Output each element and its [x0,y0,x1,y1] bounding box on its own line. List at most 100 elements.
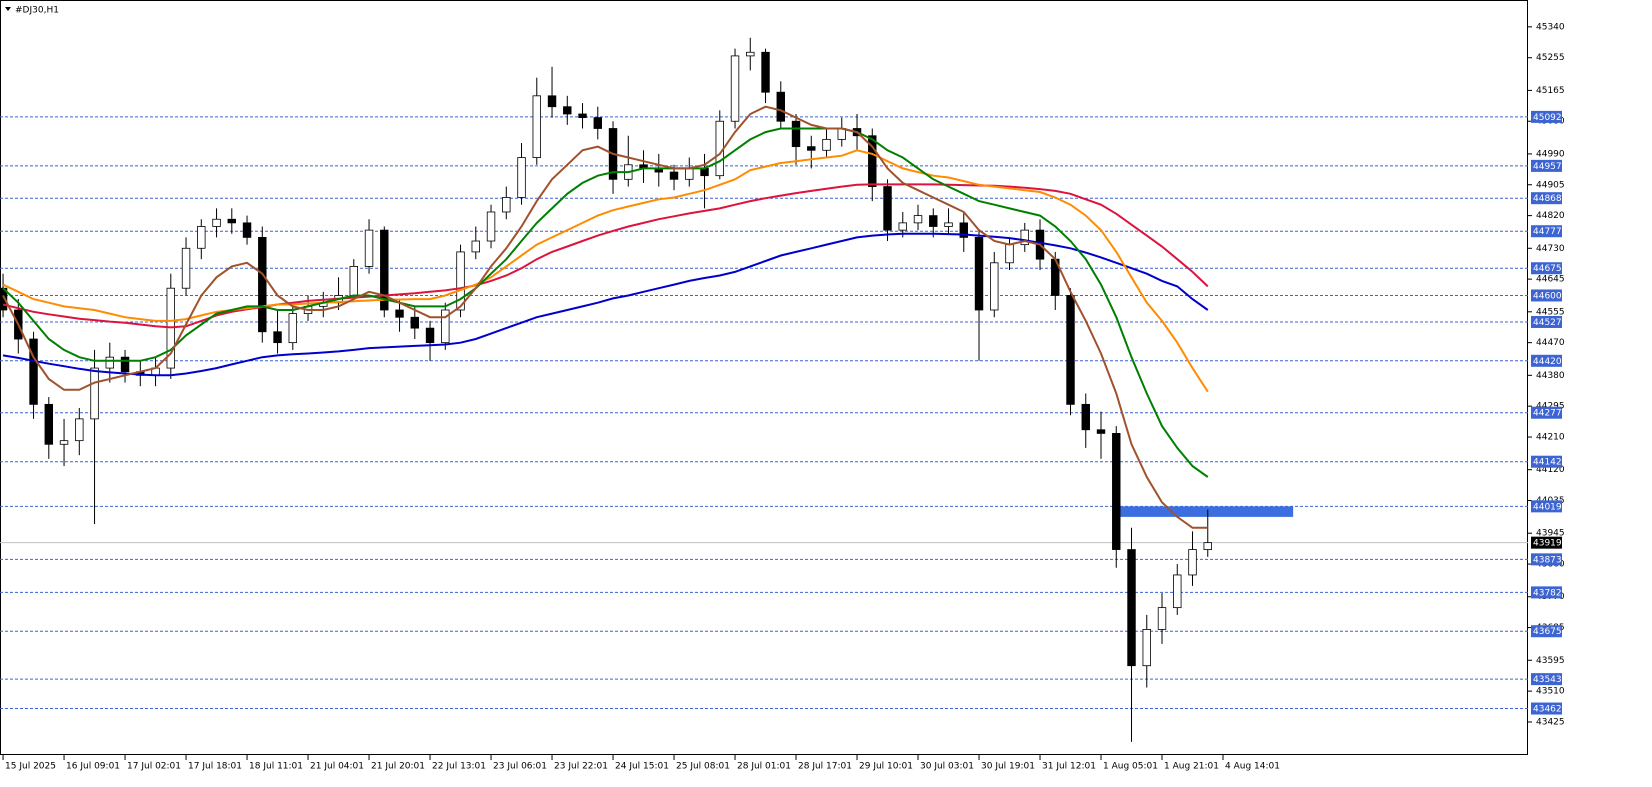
x-tick-label: 1 Aug 05:01 [1103,762,1158,772]
level-label: 44957 [1533,162,1562,172]
candle-body [959,222,968,238]
level-label: 43543 [1533,675,1562,685]
x-tick-label: 23 Jul 22:01 [554,762,608,772]
x-tick-label: 23 Jul 06:01 [493,762,547,772]
candle-body [868,135,877,187]
candle-body [242,222,252,238]
level-label: 45092 [1533,113,1562,123]
plot-frame [0,0,1528,755]
candle-body [395,309,404,318]
candle-body [1127,549,1136,667]
level-label-box [1531,586,1562,599]
y-tick-label: 44295 [1536,402,1565,412]
x-tick-label: 25 Jul 08:01 [676,762,730,772]
candle-body [883,186,892,231]
moving-average [2,149,1209,393]
candle-body [1112,432,1121,550]
candle-body [517,157,526,198]
candle-body [1188,549,1197,576]
candle-body [944,222,953,227]
y-tick-label: 44730 [1536,244,1565,254]
candle-body [197,226,206,249]
candle-body [120,356,130,373]
x-tick-label: 24 Jul 15:01 [615,762,669,772]
y-tick-label: 44990 [1536,149,1565,159]
candle-body [364,229,374,267]
y-tick-label: 44210 [1536,433,1565,443]
x-tick-label: 18 Jul 11:01 [249,762,303,772]
candle-body [974,236,984,311]
candle-body [181,247,191,289]
candle-body [456,251,465,311]
level-label-box [1531,500,1562,513]
y-tick-label: 45255 [1536,53,1565,63]
candle-body [1173,574,1182,609]
candle-body [502,197,511,213]
x-tick-label: 17 Jul 18:01 [188,762,242,772]
candle-body [425,327,435,344]
candle-body [258,236,267,333]
y-tick-label: 43510 [1536,687,1565,697]
x-tick-label: 30 Jul 03:01 [920,762,974,772]
level-label-box [1531,159,1562,172]
candle-body [288,313,298,344]
level-label-box [1531,406,1562,419]
candle-body [822,138,831,151]
level-label-box [1531,354,1562,367]
candle-body [593,117,602,129]
y-tick-label: 43425 [1536,717,1565,727]
x-tick-label: 4 Aug 14:01 [1225,762,1280,772]
candle-body [44,403,54,445]
candle-body [547,95,557,108]
y-tick-label: 44120 [1536,465,1565,475]
candle-body [563,106,572,115]
level-label-box [1531,192,1562,205]
candle-body [1142,629,1151,667]
candle-body [349,266,359,296]
level-label: 44868 [1533,194,1562,204]
candle-body [471,240,480,253]
x-tick-label: 21 Jul 04:01 [310,762,364,772]
candle-body [1096,429,1106,434]
candle-body [807,146,816,151]
x-tick-label: 22 Jul 13:01 [432,762,486,772]
level-label-box [1531,673,1562,686]
level-label: 43462 [1533,705,1562,715]
level-label: 43675 [1533,627,1562,637]
y-tick-label: 44820 [1536,211,1565,221]
level-label-box [1531,625,1562,638]
candle-body [1157,607,1167,630]
y-tick-label: 44380 [1536,371,1565,381]
x-tick-label: 28 Jul 01:01 [737,762,791,772]
level-label-box [1531,225,1562,238]
candle-body [59,440,69,445]
level-label: 44142 [1533,458,1562,468]
x-tick-label: 29 Jul 10:01 [859,762,913,772]
candle-body [730,55,740,122]
candle-body [791,120,801,148]
candle-body [685,168,694,180]
level-label: 44675 [1533,264,1562,274]
y-tick-label: 44645 [1536,275,1565,285]
x-tick-label: 30 Jul 19:01 [981,762,1035,772]
y-tick-label: 45165 [1536,86,1565,96]
candle-body [990,262,999,311]
candle-body [913,215,923,224]
x-tick-label: 31 Jul 12:01 [1042,762,1096,772]
level-label: 44527 [1533,318,1562,328]
candle-body [700,168,709,177]
x-tick-label: 15 Jul 2025 [5,762,56,772]
level-label: 44277 [1533,409,1562,419]
moving-average [2,232,1209,377]
candle-body [898,222,907,231]
candle-body [212,218,221,227]
y-tick-label: 44905 [1536,180,1565,190]
candle-body [669,171,679,180]
y-tick-label: 43945 [1536,529,1565,539]
candle-body [273,331,282,344]
zone [1116,506,1294,517]
menu-triangle[interactable] [5,7,11,11]
level-label-box [1531,289,1562,302]
